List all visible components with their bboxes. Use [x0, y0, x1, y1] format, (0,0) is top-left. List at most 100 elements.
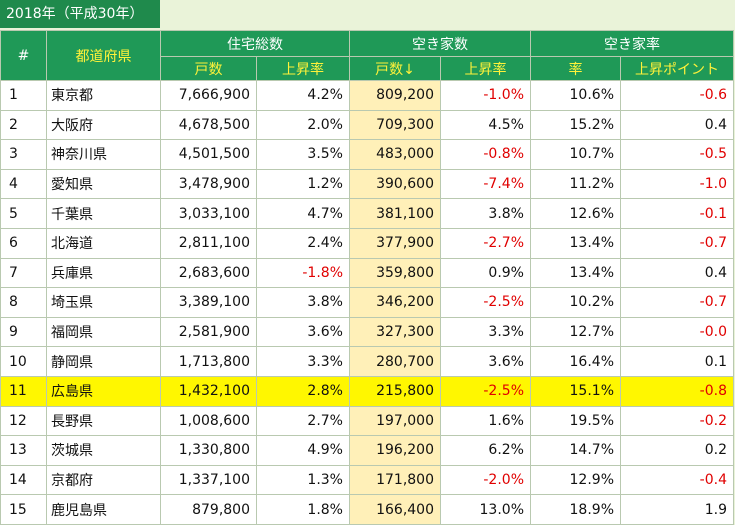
col-header-rate[interactable]: 率	[530, 56, 621, 81]
cell-rise-points: 0.2	[620, 435, 734, 466]
cell-rise-points: 0.1	[620, 346, 734, 377]
cell-vacant-rise: -2.0%	[440, 464, 531, 496]
cell-housing-count: 4,678,500	[160, 109, 257, 141]
cell-vacant-rise: -2.7%	[440, 227, 531, 259]
cell-housing-count: 3,033,100	[160, 198, 257, 229]
cell-num: 14	[0, 464, 47, 496]
cell-vacant-rise: -0.8%	[440, 139, 531, 170]
cell-num: 9	[0, 316, 47, 348]
cell-vacant-count: 390,600	[349, 168, 441, 200]
cell-vacant-count: 196,200	[349, 435, 441, 466]
cell-housing-count: 1,330,800	[160, 435, 257, 466]
table-row: 5 千葉県 3,033,100 4.7% 381,100 3.8% 12.6% -0.1	[0, 198, 734, 229]
cell-vacancy-rate: 13.4%	[530, 257, 621, 289]
cell-vacant-rise: -7.4%	[440, 168, 531, 200]
cell-num: 13	[0, 435, 47, 466]
cell-rise-points: -0.4	[620, 464, 734, 496]
table-row: 4 愛知県 3,478,900 1.2% 390,600 -7.4% 11.2% -1.0	[0, 168, 734, 200]
table-row: 7 兵庫県 2,683,600 -1.8% 359,800 0.9% 13.4% 0.4	[0, 257, 734, 289]
cell-vacancy-rate: 16.4%	[530, 346, 621, 377]
cell-rise-points: -0.8	[620, 375, 734, 407]
cell-housing-rise: 1.8%	[256, 494, 350, 525]
col-header-num[interactable]: #	[0, 30, 47, 81]
cell-housing-rise: 2.8%	[256, 375, 350, 407]
cell-rise-points: -0.7	[620, 287, 734, 318]
cell-rise-points: -0.7	[620, 227, 734, 259]
cell-vacancy-rate: 19.5%	[530, 405, 621, 437]
cell-vacancy-rate: 11.2%	[530, 168, 621, 200]
col-header-vacant-rise[interactable]: 上昇率	[440, 56, 531, 81]
cell-housing-count: 7,666,900	[160, 80, 257, 111]
table-body: 1 東京都 7,666,900 4.2% 809,200 -1.0% 10.6% -0.6 2 大…	[0, 80, 734, 525]
cell-housing-count: 1,713,800	[160, 346, 257, 377]
col-header-vacant-count[interactable]: 戸数↓	[349, 56, 441, 81]
cell-prefecture: 広島県	[46, 375, 161, 407]
cell-vacant-rise: 4.5%	[440, 109, 531, 141]
cell-vacant-count: 381,100	[349, 198, 441, 229]
table-row: 15 鹿児島県 879,800 1.8% 166,400 13.0% 18.9% 1.9	[0, 494, 734, 525]
cell-vacant-rise: 3.3%	[440, 316, 531, 348]
cell-prefecture: 静岡県	[46, 346, 161, 377]
table-row: 9 福岡県 2,581,900 3.6% 327,300 3.3% 12.7% -0.0	[0, 316, 734, 348]
cell-vacancy-rate: 10.2%	[530, 287, 621, 318]
table-row: 6 北海道 2,811,100 2.4% 377,900 -2.7% 13.4% -0.7	[0, 227, 734, 259]
col-header-housing-count[interactable]: 戸数	[160, 56, 257, 81]
cell-housing-rise: -1.8%	[256, 257, 350, 289]
cell-prefecture: 愛知県	[46, 168, 161, 200]
table-row: 1 東京都 7,666,900 4.2% 809,200 -1.0% 10.6% -0.6	[0, 80, 734, 111]
table-row: 14 京都府 1,337,100 1.3% 171,800 -2.0% 12.9% -0.4	[0, 464, 734, 496]
cell-prefecture: 神奈川県	[46, 139, 161, 170]
cell-rise-points: 1.9	[620, 494, 734, 525]
cell-vacant-count: 171,800	[349, 464, 441, 496]
cell-prefecture: 大阪府	[46, 109, 161, 141]
cell-rise-points: -0.5	[620, 139, 734, 170]
cell-vacancy-rate: 10.7%	[530, 139, 621, 170]
cell-rise-points: 0.4	[620, 109, 734, 141]
cell-prefecture: 東京都	[46, 80, 161, 111]
cell-num: 5	[0, 198, 47, 229]
col-header-housing-rise[interactable]: 上昇率	[256, 56, 350, 81]
cell-rise-points: -0.0	[620, 316, 734, 348]
cell-prefecture: 北海道	[46, 227, 161, 259]
group-header-vacancy-rate: 空き家率	[530, 30, 734, 57]
cell-num: 12	[0, 405, 47, 437]
cell-housing-count: 3,389,100	[160, 287, 257, 318]
cell-housing-rise: 3.8%	[256, 287, 350, 318]
cell-housing-rise: 2.0%	[256, 109, 350, 141]
cell-housing-rise: 2.7%	[256, 405, 350, 437]
cell-vacancy-rate: 12.7%	[530, 316, 621, 348]
cell-vacant-count: 709,300	[349, 109, 441, 141]
cell-rise-points: -0.1	[620, 198, 734, 229]
cell-vacancy-rate: 10.6%	[530, 80, 621, 111]
cell-vacant-rise: 13.0%	[440, 494, 531, 525]
cell-vacancy-rate: 12.6%	[530, 198, 621, 229]
cell-num: 3	[0, 139, 47, 170]
cell-rise-points: -1.0	[620, 168, 734, 200]
cell-vacancy-rate: 14.7%	[530, 435, 621, 466]
vacancy-table: # 都道府県 住宅総数 空き家数 空き家率 戸数 上昇率 戸数↓ 上昇率 率 上…	[0, 30, 734, 525]
col-header-rise-points[interactable]: 上昇ポイント	[620, 56, 734, 81]
cell-num: 7	[0, 257, 47, 289]
cell-housing-count: 879,800	[160, 494, 257, 525]
cell-num: 10	[0, 346, 47, 377]
cell-vacant-count: 359,800	[349, 257, 441, 289]
cell-housing-count: 3,478,900	[160, 168, 257, 200]
cell-vacant-rise: -1.0%	[440, 80, 531, 111]
cell-prefecture: 兵庫県	[46, 257, 161, 289]
table-row: 2 大阪府 4,678,500 2.0% 709,300 4.5% 15.2% 0.4	[0, 109, 734, 141]
cell-housing-rise: 4.2%	[256, 80, 350, 111]
table-row: 12 長野県 1,008,600 2.7% 197,000 1.6% 19.5% -0.2	[0, 405, 734, 437]
cell-num: 11	[0, 375, 47, 407]
cell-housing-count: 2,811,100	[160, 227, 257, 259]
cell-vacant-count: 377,900	[349, 227, 441, 259]
cell-vacant-rise: 6.2%	[440, 435, 531, 466]
cell-vacancy-rate: 18.9%	[530, 494, 621, 525]
col-header-prefecture[interactable]: 都道府県	[46, 30, 161, 81]
cell-vacancy-rate: 13.4%	[530, 227, 621, 259]
cell-vacancy-rate: 12.9%	[530, 464, 621, 496]
table-row: 11 広島県 1,432,100 2.8% 215,800 -2.5% 15.1% -0.8	[0, 375, 734, 407]
cell-vacant-count: 327,300	[349, 316, 441, 348]
cell-num: 4	[0, 168, 47, 200]
cell-vacancy-rate: 15.1%	[530, 375, 621, 407]
cell-rise-points: -0.6	[620, 80, 734, 111]
